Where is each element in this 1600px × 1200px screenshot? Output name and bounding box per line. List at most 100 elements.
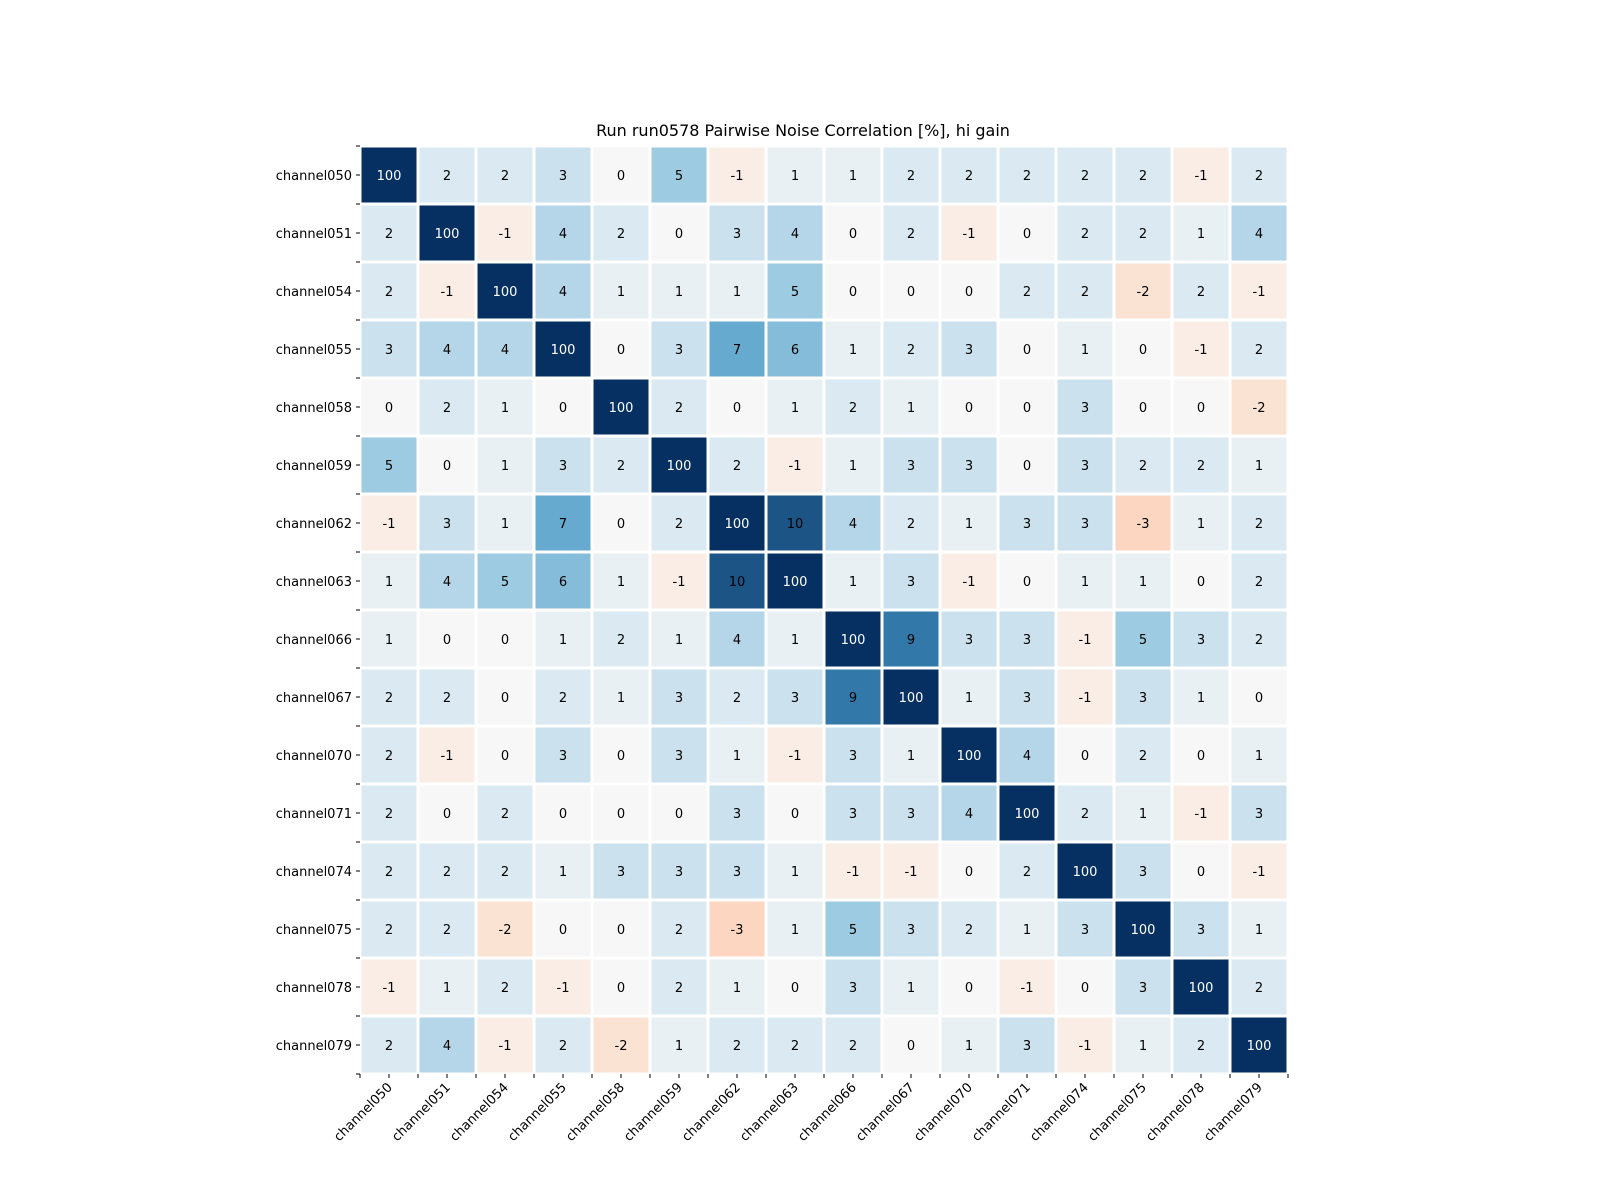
cell-value-label: 0 (1197, 865, 1205, 880)
heatmap-cell (709, 959, 765, 1015)
heatmap-cell (477, 843, 533, 899)
cell-value-label: 2 (1255, 633, 1263, 648)
heatmap-cell (883, 553, 939, 609)
y-tick-label: channel062 (276, 517, 352, 532)
cell-value-label: 2 (559, 1039, 567, 1054)
cell-value-label: 2 (675, 923, 683, 938)
cell-value-label: 6 (791, 343, 799, 358)
cell-value-label: 1 (965, 1039, 973, 1054)
heatmap-cell (535, 611, 591, 667)
y-tick-label: channel070 (276, 749, 352, 764)
cell-value-label: 1 (733, 749, 741, 764)
cell-value-label: 4 (849, 517, 857, 532)
cell-value-label: 1 (849, 169, 857, 184)
heatmap-cell (1057, 147, 1113, 203)
heatmap-cell (1231, 843, 1287, 899)
heatmap-cell (999, 379, 1055, 435)
cell-value-label: -2 (1137, 285, 1150, 300)
cell-value-label: 0 (559, 401, 567, 416)
cell-value-label: 1 (1255, 923, 1263, 938)
heatmap-cell (361, 727, 417, 783)
heatmap-cell (941, 553, 997, 609)
cell-value-label: 2 (385, 227, 393, 242)
heatmap-cell (825, 1017, 881, 1073)
heatmap-cell (767, 495, 823, 551)
heatmap-cell (941, 1017, 997, 1073)
cell-value-label: 4 (1255, 227, 1263, 242)
cell-value-label: 2 (1081, 807, 1089, 822)
y-tick-label: channel054 (276, 285, 352, 300)
cell-value-label: 4 (443, 1039, 451, 1054)
cell-value-label: 0 (1139, 343, 1147, 358)
heatmap-cell (593, 553, 649, 609)
heatmap-cell (1173, 669, 1229, 725)
x-tick-label: channel070 (911, 1080, 976, 1145)
heatmap-cell (361, 611, 417, 667)
heatmap-cell (767, 785, 823, 841)
cell-value-label: 100 (551, 343, 576, 358)
heatmap-cell (593, 669, 649, 725)
cell-value-label: 3 (1139, 691, 1147, 706)
heatmap-cell (593, 727, 649, 783)
cell-value-label: -1 (847, 865, 860, 880)
cell-value-label: 1 (965, 517, 973, 532)
heatmap-cell (1231, 611, 1287, 667)
heatmap-cell (883, 843, 939, 899)
x-tick-label: channel079 (1201, 1080, 1266, 1145)
cell-value-label: 100 (493, 285, 518, 300)
heatmap-cell (999, 843, 1055, 899)
heatmap-cell (1115, 1017, 1171, 1073)
cell-value-label: -1 (441, 749, 454, 764)
heatmap-cell (535, 321, 591, 377)
heatmap-cell (825, 959, 881, 1015)
cell-value-label: -1 (963, 227, 976, 242)
heatmap-cell (593, 959, 649, 1015)
cell-value-label: 100 (1073, 865, 1098, 880)
cell-value-label: 2 (907, 169, 915, 184)
heatmap-cell (593, 379, 649, 435)
cell-value-label: 1 (849, 459, 857, 474)
cell-value-label: 3 (617, 865, 625, 880)
cell-value-label: 5 (385, 459, 393, 474)
cell-value-label: 1 (907, 401, 915, 416)
heatmap-cell (1115, 901, 1171, 957)
cell-value-label: 4 (501, 343, 509, 358)
heatmap-cell (419, 785, 475, 841)
cell-value-label: 4 (559, 285, 567, 300)
heatmap-cell (1173, 1017, 1229, 1073)
cell-value-label: 3 (965, 459, 973, 474)
cell-value-label: 1 (675, 1039, 683, 1054)
cell-value-label: 2 (1255, 981, 1263, 996)
cell-value-label: 2 (617, 227, 625, 242)
heatmap-cell (999, 1017, 1055, 1073)
heatmap-cell (709, 205, 765, 261)
cell-value-label: 2 (443, 865, 451, 880)
x-tick-label: channel055 (505, 1080, 570, 1145)
heatmap-cell (709, 321, 765, 377)
cell-value-label: -1 (789, 459, 802, 474)
heatmap-cell (999, 321, 1055, 377)
heatmap-cell (1115, 321, 1171, 377)
heatmap-cell (1173, 727, 1229, 783)
cell-value-label: 2 (501, 981, 509, 996)
heatmap-cell (535, 437, 591, 493)
heatmap-cell (1173, 611, 1229, 667)
heatmap-cell (593, 437, 649, 493)
heatmap-cell (709, 669, 765, 725)
cell-value-label: 5 (849, 923, 857, 938)
cell-value-label: 1 (849, 575, 857, 590)
cell-value-label: 0 (965, 865, 973, 880)
heatmap-cell (1115, 727, 1171, 783)
cell-value-label: 1 (907, 749, 915, 764)
heatmap-cell (1115, 959, 1171, 1015)
heatmap-cell (999, 437, 1055, 493)
cell-value-label: 1 (1139, 1039, 1147, 1054)
heatmap-cell (1173, 321, 1229, 377)
heatmap-cell (709, 785, 765, 841)
cell-value-label: 2 (443, 169, 451, 184)
cell-value-label: 2 (733, 1039, 741, 1054)
cell-value-label: 2 (617, 633, 625, 648)
cell-value-label: 1 (791, 923, 799, 938)
cell-value-label: 1 (617, 691, 625, 706)
cell-value-label: 2 (675, 401, 683, 416)
